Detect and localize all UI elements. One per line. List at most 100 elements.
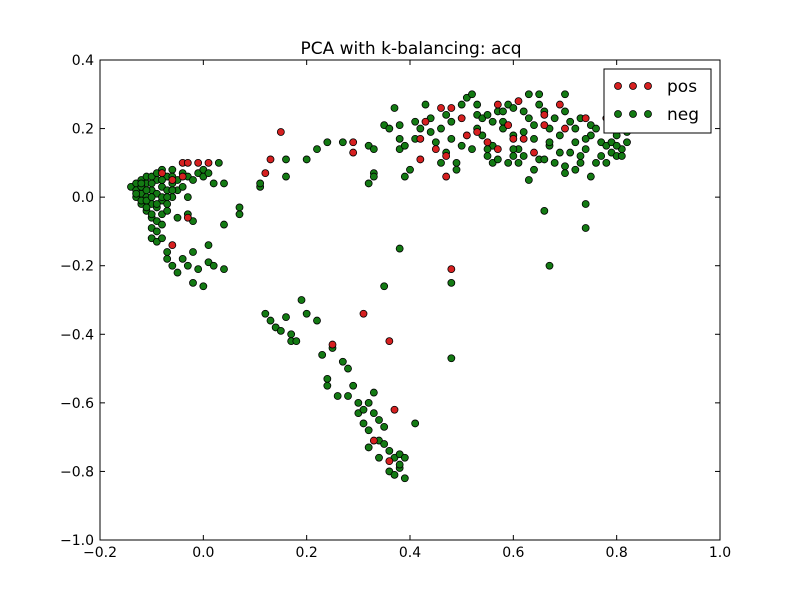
data-point-neg <box>132 189 141 198</box>
data-point-neg <box>163 200 172 208</box>
data-point-pos <box>416 155 425 164</box>
legend-marker-pos <box>629 82 637 90</box>
y-tick-label: −1.0 <box>60 533 94 549</box>
x-tick-label: 0.2 <box>296 545 318 561</box>
data-point-pos <box>431 145 440 154</box>
data-point-neg <box>313 316 321 325</box>
data-point-neg <box>199 282 208 291</box>
data-point-neg <box>395 134 404 143</box>
x-tick-label: 0.0 <box>192 545 214 561</box>
data-point-neg <box>256 179 265 188</box>
data-point-neg <box>530 134 538 143</box>
data-point-neg <box>581 200 590 208</box>
data-point-neg <box>468 90 476 99</box>
data-point-neg <box>323 374 332 383</box>
data-point-neg <box>158 234 166 243</box>
data-point-neg <box>302 155 311 164</box>
data-point-neg <box>566 117 575 126</box>
data-point-pos <box>530 148 538 157</box>
data-point-neg <box>499 107 507 116</box>
data-point-neg <box>163 206 172 215</box>
y-tick-label: −0.6 <box>60 396 94 412</box>
data-point-neg <box>468 145 476 154</box>
data-point-pos <box>493 100 502 109</box>
data-point-neg <box>168 186 177 195</box>
data-point-neg <box>364 443 373 452</box>
data-point-neg <box>581 224 590 232</box>
data-point-neg <box>395 244 404 253</box>
legend-marker-pos <box>614 82 622 90</box>
data-point-neg <box>581 145 590 154</box>
data-point-neg <box>411 419 420 428</box>
data-point-neg <box>566 148 575 157</box>
data-point-neg <box>442 110 451 119</box>
data-point-neg <box>421 100 430 109</box>
data-point-neg <box>344 392 352 400</box>
data-point-neg <box>385 124 394 133</box>
data-point-neg <box>323 381 332 390</box>
data-point-neg <box>571 165 580 174</box>
data-point-pos <box>349 138 358 147</box>
data-point-neg <box>555 148 564 157</box>
data-point-neg <box>530 121 538 130</box>
y-tick-label: −0.4 <box>60 327 94 343</box>
data-point-neg <box>561 107 569 116</box>
data-point-neg <box>292 337 301 346</box>
data-point-neg <box>400 474 409 483</box>
data-point-neg <box>395 121 404 130</box>
data-point-pos <box>555 100 564 109</box>
data-point-neg <box>147 193 156 202</box>
data-point-neg <box>535 100 544 109</box>
data-point-neg <box>586 172 595 181</box>
data-point-pos <box>462 131 471 140</box>
data-point-pos <box>473 128 482 136</box>
data-point-neg <box>509 104 518 112</box>
data-point-neg <box>483 145 492 154</box>
data-point-neg <box>158 176 166 184</box>
data-point-neg <box>209 261 218 270</box>
data-point-neg <box>152 200 161 208</box>
data-point-neg <box>220 265 228 274</box>
data-point-neg <box>380 422 389 431</box>
data-point-pos <box>369 436 378 445</box>
data-point-neg <box>158 220 166 229</box>
data-point-neg <box>540 206 549 215</box>
data-point-neg <box>473 100 482 109</box>
data-point-pos <box>183 213 192 222</box>
data-point-neg <box>597 152 606 160</box>
data-point-neg <box>266 316 275 325</box>
data-point-neg <box>297 296 306 304</box>
legend-marker-pos <box>644 82 652 90</box>
data-point-pos <box>509 134 518 143</box>
data-point-neg <box>338 138 347 147</box>
data-point-neg <box>437 124 445 133</box>
data-point-pos <box>442 152 451 160</box>
data-point-pos <box>493 145 502 154</box>
data-point-neg <box>137 179 146 188</box>
legend-label-neg: neg <box>667 105 699 125</box>
data-point-neg <box>364 179 373 188</box>
data-point-neg <box>524 90 533 99</box>
y-tick-label: −0.2 <box>60 259 94 275</box>
data-point-neg <box>385 446 394 455</box>
data-point-neg <box>571 138 580 147</box>
x-tick-label: 0.4 <box>399 545 421 561</box>
data-point-neg <box>571 124 580 133</box>
y-tick-label: 0.4 <box>72 53 94 69</box>
data-point-pos <box>437 104 445 112</box>
chart-title: PCA with k-balancing: acq <box>300 39 521 59</box>
data-point-pos <box>183 158 192 167</box>
data-point-neg <box>452 165 461 174</box>
data-point-neg <box>540 155 549 164</box>
data-point-neg <box>509 145 518 154</box>
data-point-neg <box>354 398 363 407</box>
data-point-neg <box>344 364 352 373</box>
legend-box <box>603 68 712 134</box>
data-point-neg <box>287 330 296 339</box>
data-point-neg <box>581 134 590 143</box>
data-point-neg <box>504 158 513 167</box>
data-point-neg <box>457 141 466 150</box>
data-point-neg <box>550 158 559 167</box>
data-point-pos <box>581 114 590 123</box>
x-tick-label: 1.0 <box>709 545 731 561</box>
